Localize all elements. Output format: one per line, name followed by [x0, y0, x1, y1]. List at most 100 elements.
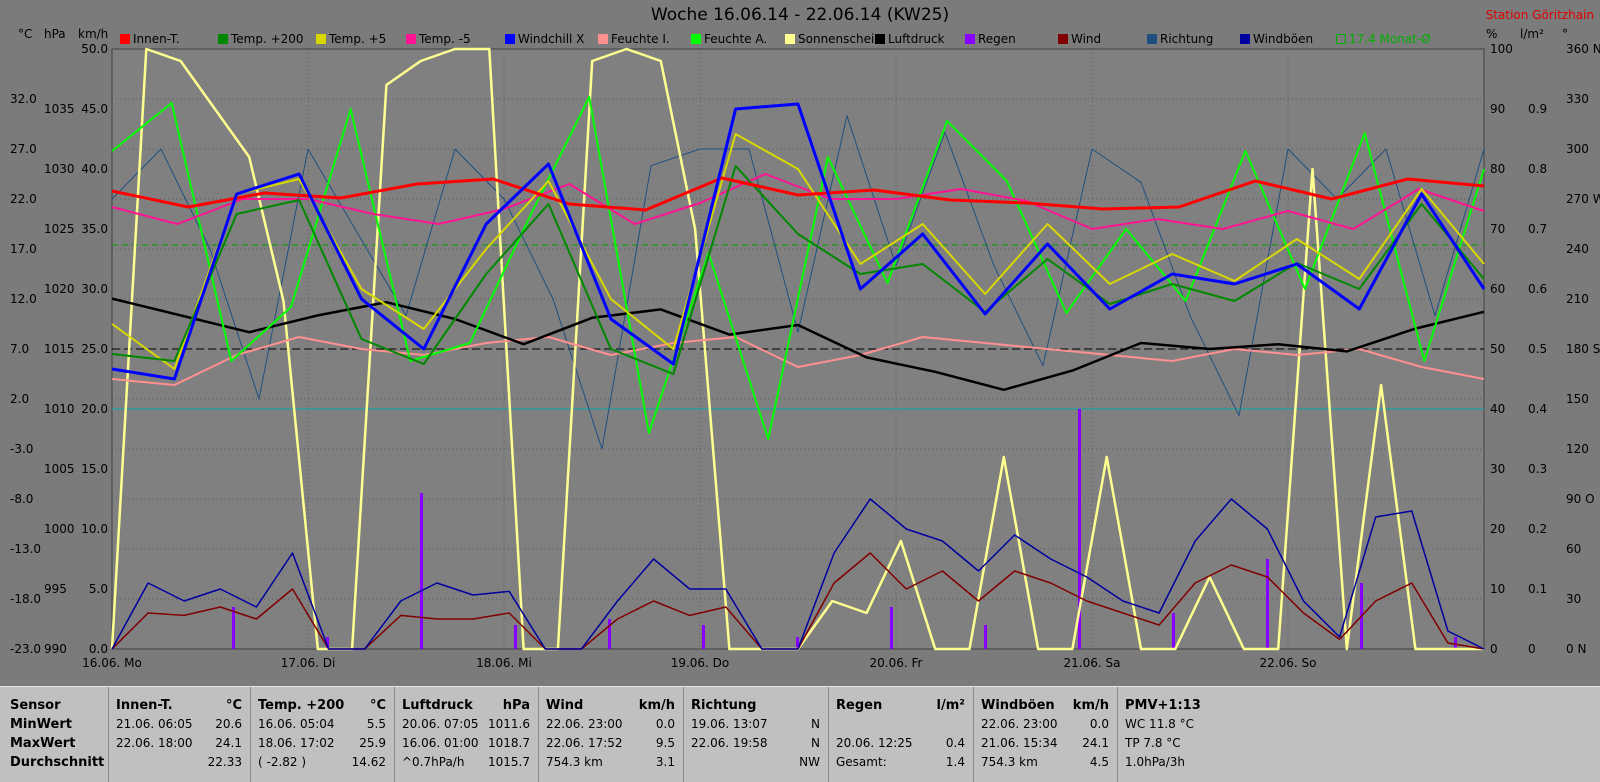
tick-label-rain_lm2: 0.6 — [1528, 282, 1547, 296]
tick-label-temp_c: 7.0 — [10, 342, 29, 356]
stats-cell-value: 0.0 — [655, 717, 675, 731]
stats-cell: ( -2.82 ) 14.62 — [258, 755, 386, 771]
stats-cell: 754.3 km 3.1 — [546, 755, 675, 771]
x-tick-label: 19.06. Do — [671, 656, 730, 670]
legend-swatch — [406, 34, 416, 44]
legend-label: 17.4 Monat-Ø — [1349, 32, 1431, 46]
x-tick-label: 18.06. Mi — [476, 656, 532, 670]
series-luftdruck — [111, 297, 1485, 392]
stats-cell-label: ^0.7hPa/h — [402, 755, 465, 769]
stats-cell: 20.06. 12:25 0.4 — [836, 736, 965, 752]
unit-wind: km/h — [78, 27, 109, 41]
stats-cell-label: TP 7.8 °C — [1125, 736, 1181, 750]
tick-label-temp_c: -13.0 — [10, 542, 41, 556]
tick-label-temp_c: 12.0 — [10, 292, 37, 306]
stats-cell: NW — [691, 755, 820, 771]
tick-label-wind_kmh: 50.0 — [81, 42, 108, 56]
tick-label-direction_deg: 30 — [1566, 592, 1581, 606]
stats-cell-value: 5.5 — [366, 717, 386, 731]
legend-item: Feuchte A. — [691, 32, 767, 46]
stats-cell-label: 22.06. 23:00 — [981, 717, 1058, 731]
legend-swatch — [120, 34, 130, 44]
stats-label-max: MaxWert — [10, 736, 76, 751]
legend-item: Windböen — [1240, 32, 1313, 46]
tick-label-rain_lm2: 0.3 — [1528, 462, 1547, 476]
stats-cell: WC 11.8 °C — [1125, 717, 1269, 733]
legend-label: Innen-T. — [133, 32, 180, 46]
legend-label: Feuchte A. — [704, 32, 768, 46]
tick-label-pressure_hpa: 1000 — [44, 522, 75, 536]
stats-cell-label: 22.06. 17:52 — [546, 736, 623, 750]
stats-cell-label: 22.06. 23:00 — [546, 717, 623, 731]
series-windb-en — [111, 498, 1485, 650]
tick-label-pressure_hpa: 1035 — [44, 102, 75, 116]
stats-row-labels: Sensor MinWert MaxWert Durchschnitt — [0, 687, 108, 782]
rain-bar — [890, 607, 893, 649]
tick-label-temp_c: -18.0 — [10, 592, 41, 606]
stats-column-header: Temp. +200 °C — [258, 698, 386, 713]
rain-bar — [1172, 613, 1175, 649]
stats-cell: 21.06. 15:34 24.1 — [981, 736, 1109, 752]
tick-label-pressure_hpa: 990 — [44, 642, 67, 656]
tick-label-temp_c: 17.0 — [10, 242, 37, 256]
stats-cell: 22.33 — [116, 755, 242, 771]
tick-label-pressure_hpa: 1025 — [44, 222, 75, 236]
legend-label: Feuchte I. — [611, 32, 670, 46]
legend-item: Regen — [965, 32, 1016, 46]
stats-column-unit: l/m² — [936, 698, 965, 713]
stats-column-header: Innen-T. °C — [116, 698, 242, 713]
stats-cell-value: 1018.7 — [488, 736, 530, 750]
tick-label-rain_lm2: 0.2 — [1528, 522, 1547, 536]
tick-label-direction_deg: 60 — [1566, 542, 1581, 556]
series-richtung — [111, 115, 1485, 450]
legend-swatch — [598, 34, 608, 44]
tick-label-temp_c: -3.0 — [10, 442, 33, 456]
series-windchill-x — [111, 102, 1486, 381]
rain-bar — [1454, 637, 1457, 649]
legend-swatch — [1240, 34, 1250, 44]
tick-label-rain_lm2: 0.7 — [1528, 222, 1547, 236]
tick-label-rain_lm2: 0.9 — [1528, 102, 1547, 116]
tick-label-humidity_pct: 100 — [1490, 42, 1513, 56]
series-temp-5 — [111, 173, 1485, 230]
stats-column-header: Wind km/h — [546, 698, 675, 713]
legend-item: Luftdruck — [875, 32, 945, 46]
stats-column: Temp. +200 °C 16.06. 05:04 5.5 18.06. 17:02 2… — [250, 687, 394, 782]
stats-cell-label: 21.06. 06:05 — [116, 717, 193, 731]
stats-label-sensor: Sensor — [10, 698, 61, 713]
stats-cell: 18.06. 17:02 25.9 — [258, 736, 386, 752]
stats-cell-value: 22.33 — [207, 755, 242, 769]
legend-item: Windchill X — [505, 32, 584, 46]
tick-label-wind_kmh: 5.0 — [89, 582, 108, 596]
tick-label-humidity_pct: 10 — [1490, 582, 1505, 596]
legend-label: Temp. +5 — [329, 32, 387, 46]
tick-label-pressure_hpa: 1015 — [44, 342, 75, 356]
stats-label-min: MinWert — [10, 717, 72, 732]
tick-label-direction_deg: 90 O — [1566, 492, 1595, 506]
series-innen-t- — [111, 176, 1485, 212]
tick-label-humidity_pct: 80 — [1490, 162, 1505, 176]
stats-cell-value: 9.5 — [655, 736, 675, 750]
legend-label: Wind — [1071, 32, 1102, 46]
tick-label-humidity_pct: 70 — [1490, 222, 1505, 236]
rain-bar — [702, 625, 705, 649]
stats-column-unit: °C — [225, 698, 242, 713]
tick-label-wind_kmh: 15.0 — [81, 462, 108, 476]
rain-bar — [232, 607, 235, 649]
tick-label-pressure_hpa: 1010 — [44, 402, 75, 416]
tick-label-humidity_pct: 20 — [1490, 522, 1505, 536]
tick-label-humidity_pct: 90 — [1490, 102, 1505, 116]
stats-column-unit: km/h — [1072, 698, 1109, 713]
x-tick-label: 17.06. Di — [281, 656, 336, 670]
stats-cell-label: 754.3 km — [546, 755, 603, 769]
legend-item: Richtung — [1147, 32, 1213, 46]
unit-rain: l/m² — [1520, 27, 1544, 41]
stats-cell-value: 0.4 — [945, 736, 965, 750]
series-line — [111, 102, 1486, 381]
series-line — [111, 498, 1485, 650]
stats-cell-label: 22.06. 18:00 — [116, 736, 193, 750]
stats-cell: 16.06. 01:00 1018.7 — [402, 736, 530, 752]
rain-bar — [984, 625, 987, 649]
rain-bar — [1078, 409, 1081, 649]
stats-cell-value: NW — [799, 755, 820, 769]
